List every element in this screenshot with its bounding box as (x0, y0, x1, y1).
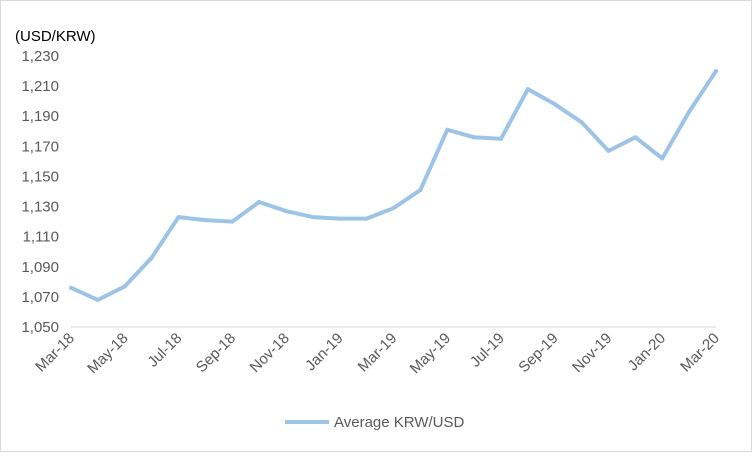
data-point (122, 284, 127, 289)
data-point (606, 148, 611, 153)
data-point (633, 135, 638, 140)
data-point (525, 87, 530, 92)
data-point (149, 255, 154, 260)
data-point (579, 120, 584, 125)
data-point (687, 109, 692, 114)
x-tick-label: Nov-18 (247, 330, 293, 376)
y-tick-label: 1,110 (23, 229, 59, 246)
data-point (69, 285, 73, 290)
data-point (499, 136, 503, 141)
x-tick-label: May-18 (84, 330, 131, 377)
y-tick-label: 1,130 (21, 199, 59, 216)
data-point (472, 135, 477, 140)
x-tick-label: Sep-19 (515, 330, 561, 376)
y-tick-label: 1,230 (21, 48, 59, 65)
series-line (69, 69, 718, 302)
x-axis: Mar-18 May-18 Jul-18 Sep-18 Nov-18 Jan-19 Mar-… (32, 326, 723, 377)
data-point (552, 102, 557, 107)
data-point (364, 216, 369, 221)
data-point (284, 209, 288, 214)
legend: Average KRW/USD (285, 414, 464, 431)
data-point (257, 200, 262, 205)
y-tick-label: 1,090 (21, 259, 59, 276)
x-tick-label: Jul-18 (144, 330, 185, 371)
series-layer (69, 69, 718, 302)
x-tick-label: Sep-18 (193, 330, 239, 376)
y-tick-label: 1,150 (21, 168, 59, 185)
legend-label-average-krw-usd: Average KRW/USD (334, 414, 464, 431)
data-point (95, 297, 100, 302)
x-tick-label: May-19 (407, 330, 454, 377)
data-point (337, 216, 342, 221)
data-point (391, 206, 396, 211)
y-unit-label: (USD/KRW) (15, 28, 96, 45)
x-tick-label: Nov-19 (569, 330, 615, 376)
y-tick-label: 1,050 (21, 319, 59, 336)
data-point (714, 69, 718, 74)
data-point (445, 127, 450, 132)
x-tick-label: Jul-19 (467, 330, 508, 371)
data-point (310, 215, 315, 220)
data-point (418, 187, 423, 192)
y-tick-label: 1,070 (21, 289, 59, 306)
data-point (660, 156, 665, 161)
y-axis: 1,050 1,070 1,090 1,110 1,130 1,150 1,170 1,190… (21, 48, 59, 336)
x-tick-label: Mar-19 (355, 330, 401, 376)
x-tick-label: Mar-18 (32, 330, 78, 376)
data-point (176, 215, 181, 220)
y-tick-label: 1,210 (21, 78, 59, 95)
data-point (203, 218, 208, 223)
y-tick-label: 1,190 (21, 108, 59, 125)
data-point (230, 219, 235, 224)
x-tick-label: Mar-20 (677, 330, 723, 376)
x-tick-label: Jan-20 (625, 330, 669, 374)
x-tick-label: Jan-19 (302, 330, 346, 374)
y-tick-label: 1,170 (21, 138, 59, 155)
